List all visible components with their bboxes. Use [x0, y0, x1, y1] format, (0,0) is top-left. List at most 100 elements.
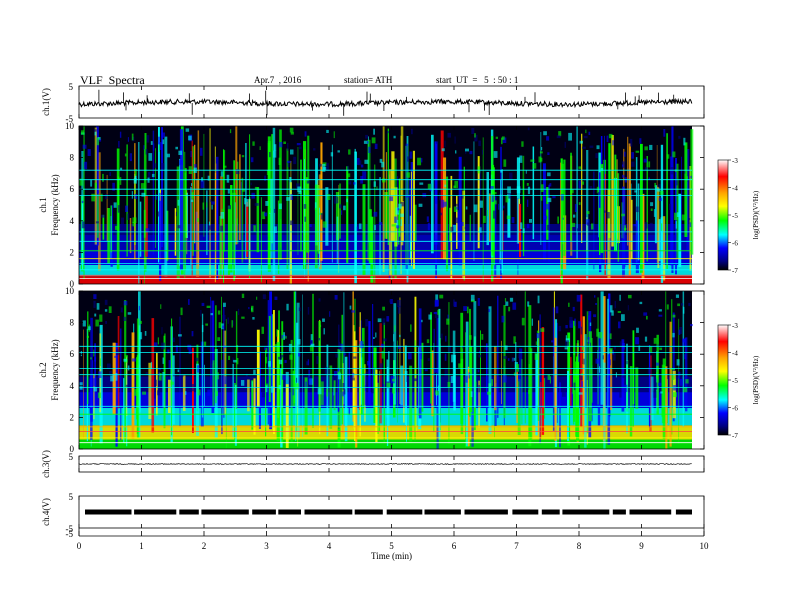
s1-patch	[538, 156, 542, 163]
s1-patch	[268, 208, 271, 214]
w4-ytick-label: -5	[66, 524, 74, 534]
s1-patch	[493, 210, 496, 219]
s1-patch	[606, 135, 609, 142]
s2-patch	[453, 299, 455, 307]
s1-patch	[94, 131, 97, 136]
s2-patch	[622, 375, 626, 379]
s1-ylabel-frequency: Frequency (kHz)	[50, 174, 60, 235]
s2-patch	[511, 357, 515, 362]
s1-sferic	[270, 178, 273, 259]
s2-patch	[351, 310, 355, 313]
s2-sferic	[572, 370, 575, 425]
s2-patch	[123, 300, 128, 306]
s1-colorbar-tick-label: -3	[732, 157, 738, 165]
s1-sferic	[382, 126, 385, 272]
s2-colorbar-tick-label: -5	[732, 377, 738, 385]
s2-patch	[437, 385, 440, 391]
s1-patch	[293, 156, 297, 165]
s2-patch	[386, 316, 390, 322]
s1-patch	[631, 152, 634, 159]
s2-patch	[326, 388, 329, 397]
s2-patch	[685, 379, 689, 384]
s2-patch	[217, 372, 219, 380]
s2-patch	[99, 314, 103, 322]
s2-sferic	[629, 366, 633, 437]
s1-patch	[631, 161, 635, 167]
s2-patch	[333, 387, 335, 396]
s1-patch	[596, 186, 600, 194]
s1-sferic	[379, 177, 381, 276]
s1-panel	[78, 125, 705, 285]
s2-patch	[673, 392, 677, 398]
s2-patch	[216, 391, 218, 396]
s2-patch	[656, 362, 660, 366]
w4-trace-segment	[278, 509, 301, 515]
s2-patch	[680, 303, 684, 306]
s2-sferic	[151, 318, 155, 433]
s2-ylabel-channel: ch.2	[38, 362, 48, 377]
s2-patch	[271, 386, 274, 393]
s1-patch	[491, 194, 494, 202]
x-axis-tick-label: 10	[700, 541, 710, 551]
s1-patch	[120, 217, 124, 226]
s1-patch	[532, 163, 537, 169]
s1-patch	[556, 135, 561, 139]
s1-colorbar	[717, 159, 729, 271]
s1-sferic	[400, 126, 404, 246]
s2-patch	[468, 372, 471, 379]
s2-sferic	[478, 380, 480, 428]
s1-patch	[132, 217, 137, 223]
s2-patch	[672, 314, 676, 318]
s2-sferic	[433, 328, 435, 406]
s1-sferic	[676, 163, 679, 258]
s2-patch	[200, 310, 202, 317]
s2-patch	[507, 358, 510, 361]
s2-patch	[133, 389, 138, 396]
s2-patch	[502, 375, 507, 383]
s2-patch	[236, 345, 239, 352]
s1-patch	[132, 221, 135, 227]
s1-patch	[303, 204, 307, 209]
s1-patch	[191, 199, 194, 202]
s2-patch	[439, 294, 444, 299]
s2-patch	[140, 320, 142, 324]
w4-trace-segment	[304, 509, 353, 515]
s1-patch	[296, 143, 301, 146]
s2-patch	[261, 326, 264, 334]
s2-patch	[222, 314, 226, 321]
s2-patch	[197, 389, 201, 396]
s2-sferic	[276, 342, 280, 441]
s1-patch	[539, 151, 543, 154]
s1-patch	[378, 222, 383, 225]
s2-sferic	[234, 384, 237, 446]
s2-sferic	[535, 353, 538, 436]
s1-patch	[259, 146, 261, 150]
s1-sferic	[402, 201, 404, 241]
s2-sferic	[302, 294, 303, 437]
s1-patch	[223, 165, 227, 168]
s1-patch	[353, 182, 356, 185]
s1-patch	[479, 200, 483, 208]
s1-sferic	[477, 156, 480, 249]
s2-patch	[447, 314, 449, 321]
s2-sferic	[516, 371, 519, 423]
s1-patch	[573, 214, 576, 218]
s2-patch	[470, 299, 475, 303]
s1-patch	[541, 147, 543, 151]
s2-patch	[636, 327, 639, 333]
s1-patch	[527, 223, 530, 229]
s2-patch	[381, 350, 384, 359]
s1-patch	[540, 157, 543, 162]
s1-patch	[521, 141, 524, 147]
s1-patch	[684, 171, 686, 174]
w4-trace-segment	[85, 509, 132, 515]
x-axis-tick-label: 1	[139, 541, 144, 551]
s2-patch	[365, 371, 369, 374]
s2-patch	[154, 342, 158, 347]
s1-patch	[650, 202, 654, 207]
s2-patch	[167, 349, 170, 354]
s2-patch	[488, 308, 491, 313]
s2-patch	[104, 299, 108, 305]
s1-sferic	[522, 155, 525, 252]
chart-title: VLF Spectra	[80, 73, 145, 87]
